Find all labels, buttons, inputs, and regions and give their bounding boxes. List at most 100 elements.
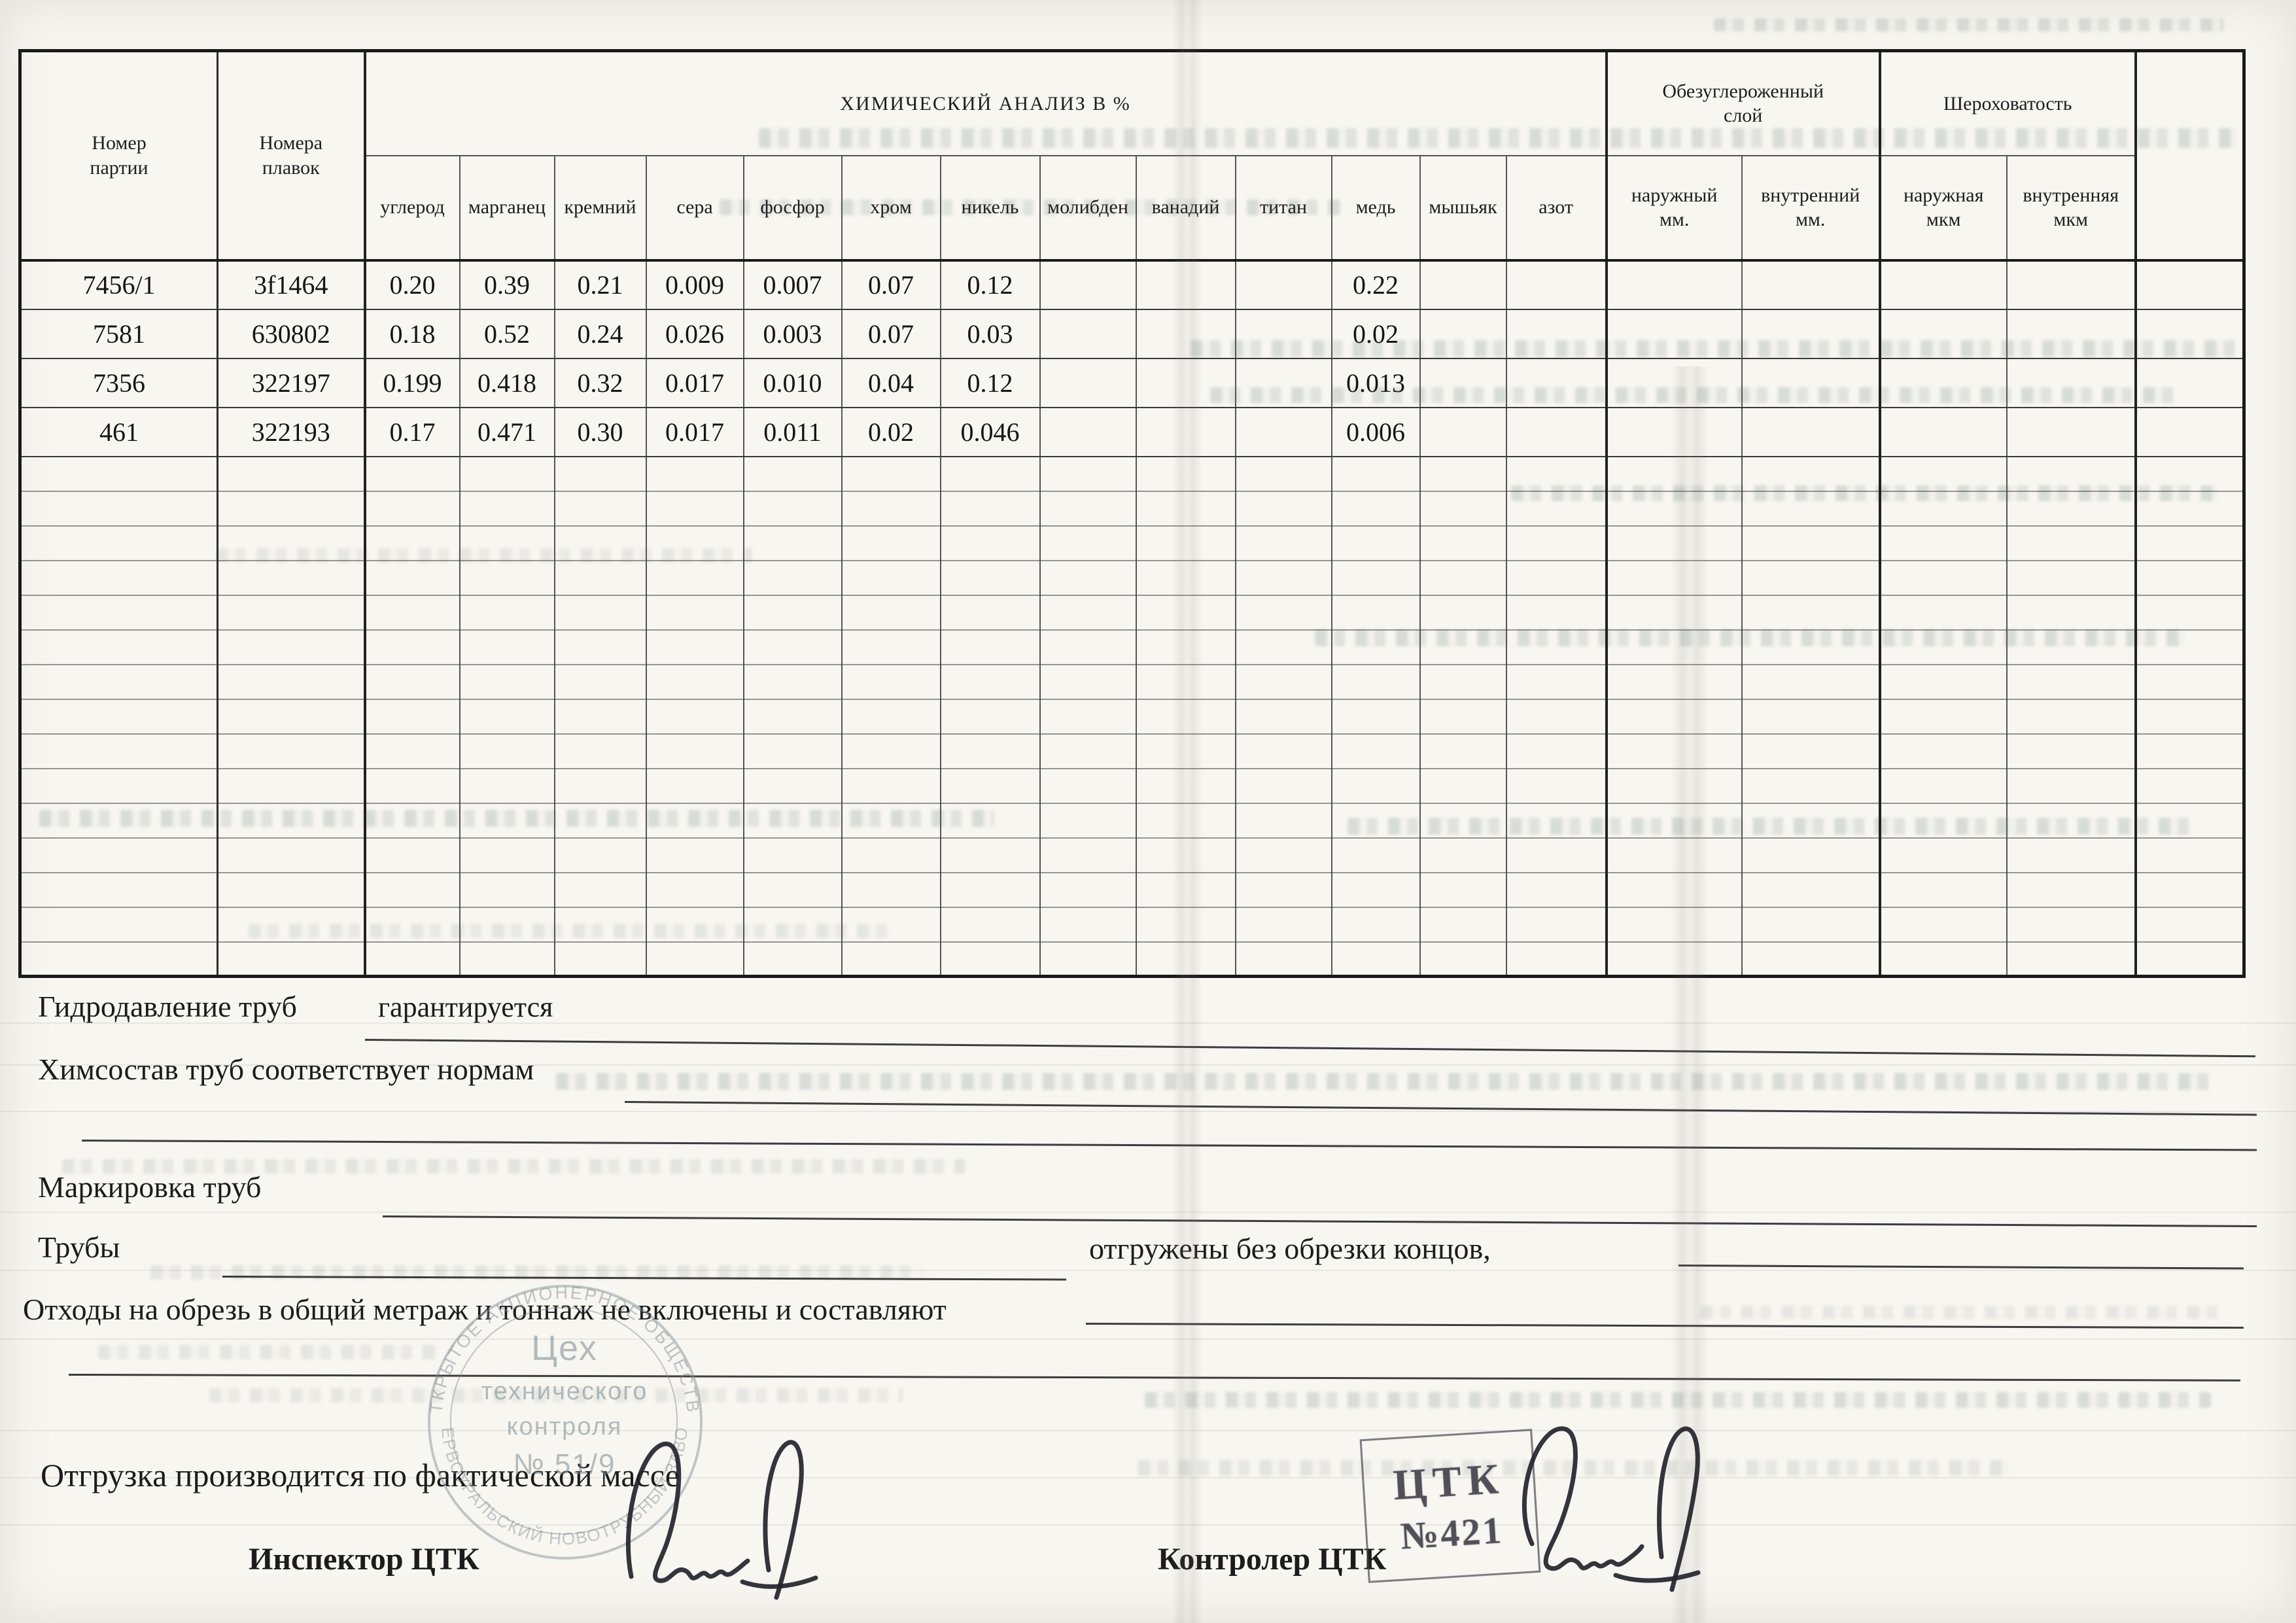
- table-cell: [1039, 941, 1137, 977]
- table-cell: [841, 663, 941, 700]
- table-cell: [217, 767, 366, 804]
- bleedthrough-line: [0, 1111, 2296, 1112]
- table-cell: [459, 594, 555, 631]
- table-cell: [2006, 941, 2137, 977]
- table-cell: [1879, 802, 2008, 839]
- table-cell: [1135, 802, 1236, 839]
- table-cell: [217, 906, 366, 943]
- table-cell: [2006, 455, 2137, 492]
- table-cell: [1505, 525, 1608, 561]
- table-cell: [364, 837, 461, 873]
- table-cell: [1505, 767, 1608, 804]
- table-cell: [2006, 525, 2137, 561]
- table-cell: [1741, 837, 1881, 873]
- table-cell: [364, 525, 461, 561]
- table-cell: 7456/1: [19, 259, 218, 310]
- table-cell: [1039, 629, 1137, 665]
- table-cell: [742, 733, 843, 769]
- table-cell: [1879, 455, 2008, 492]
- table-cell: [1135, 455, 1236, 492]
- chemical-analysis-table: Номер партии Номера плавок ХИМИЧЕСКИЙ АН…: [18, 49, 2246, 978]
- table-cell: [1234, 559, 1332, 596]
- table-cell: [1419, 455, 1507, 492]
- header-outer-mkm: наружная мкм: [1879, 154, 2008, 262]
- table-cell: [742, 663, 843, 700]
- table-cell: [939, 837, 1041, 873]
- table-empty-row: [19, 871, 2245, 908]
- table-cell: [1234, 357, 1332, 408]
- table-cell: [2134, 629, 2245, 665]
- table-cell: [1039, 767, 1137, 804]
- table-cell: [1741, 406, 1881, 457]
- table-cell: [1879, 733, 2008, 769]
- table-cell: [1741, 308, 1881, 359]
- table-cell: [1234, 906, 1332, 943]
- table-cell: 0.011: [742, 406, 843, 457]
- table-cell: [1741, 629, 1881, 665]
- bleedthrough-artifact: [1701, 1306, 2224, 1319]
- header-outer-mm: наружный мм.: [1605, 154, 1743, 262]
- table-cell: [1605, 357, 1743, 408]
- table-cell: [19, 559, 218, 596]
- table-empty-row: [19, 906, 2245, 943]
- table-cell: [2006, 871, 2137, 908]
- table-cell: [459, 663, 555, 700]
- table-cell: [217, 629, 366, 665]
- table-cell: [1039, 871, 1137, 908]
- header-roughness-group: Шероховатость: [1879, 50, 2137, 156]
- table-cell: [19, 802, 218, 839]
- table-cell: [217, 594, 366, 631]
- table-cell: [553, 525, 647, 561]
- table-cell: [1505, 802, 1608, 839]
- table-cell: [2006, 698, 2137, 735]
- hydro-pressure-value: гарантируется: [378, 991, 553, 1023]
- table-cell: [217, 455, 366, 492]
- table-cell: [2006, 906, 2137, 943]
- table-cell: [645, 559, 744, 596]
- table-cell: [1419, 837, 1507, 873]
- table-cell: [19, 837, 218, 873]
- table-empty-row: [19, 559, 2245, 596]
- table-cell: [2134, 871, 2245, 908]
- round-stamp-inner-ring: [450, 1307, 678, 1535]
- table-cell: [645, 941, 744, 977]
- table-cell: [1135, 559, 1236, 596]
- table-cell: [1741, 802, 1881, 839]
- table-row: 7456/1 3f1464 0.20 0.39 0.21 0.009 0.007 0.07 0.…: [19, 259, 2245, 310]
- table-cell: [645, 490, 744, 527]
- table-cell: 0.017: [645, 406, 744, 457]
- table-cell: [19, 906, 218, 943]
- table-cell: [645, 663, 744, 700]
- table-cell: [841, 733, 941, 769]
- table-cell: [939, 767, 1041, 804]
- table-cell: [1234, 406, 1332, 457]
- table-cell: 322193: [217, 406, 366, 457]
- table-cell: [742, 698, 843, 735]
- table-cell: [1505, 941, 1608, 977]
- table-cell: [217, 559, 366, 596]
- table-cell: [2134, 594, 2245, 631]
- table-cell: [217, 941, 366, 977]
- table-cell: [1505, 490, 1608, 527]
- table-empty-row: [19, 767, 2245, 804]
- table-cell: [742, 906, 843, 943]
- bleedthrough-artifact: [98, 1345, 438, 1359]
- table-cell: 0.007: [742, 259, 843, 310]
- bleedthrough-artifact: [1145, 1392, 2211, 1408]
- header-chromium: хром: [841, 154, 941, 262]
- table-cell: [1419, 357, 1507, 408]
- table-cell: [1039, 837, 1137, 873]
- pipes-shipped-note: отгружены без обрезки концов,: [1089, 1232, 1491, 1265]
- table-cell: [645, 594, 744, 631]
- table-empty-row: [19, 733, 2245, 769]
- table-cell: [1605, 308, 1743, 359]
- table-cell: [1741, 871, 1881, 908]
- table-row: 7581 630802 0.18 0.52 0.24 0.026 0.003 0.07 0.03…: [19, 308, 2245, 359]
- table-cell: [1879, 663, 2008, 700]
- table-cell: [1419, 594, 1507, 631]
- table-cell: [1419, 259, 1507, 310]
- table-cell: [1135, 629, 1236, 665]
- table-cell: [1234, 941, 1332, 977]
- table-empty-row: [19, 490, 2245, 527]
- table-cell: [2006, 733, 2137, 769]
